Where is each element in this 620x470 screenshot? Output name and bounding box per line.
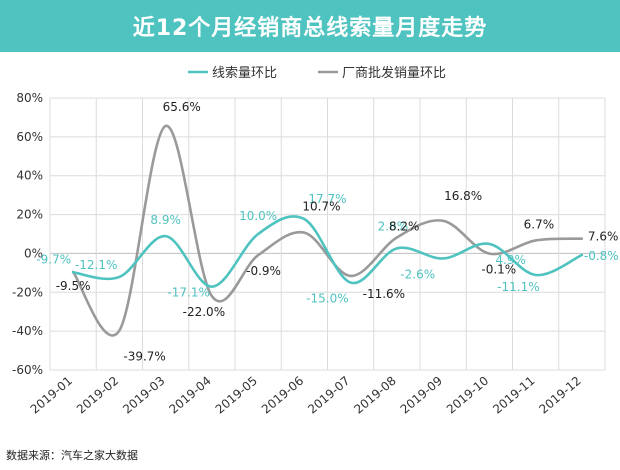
grid xyxy=(49,97,606,371)
x-tick-label: 2019-07 xyxy=(305,374,352,417)
x-tick-label: 2019-09 xyxy=(398,374,445,417)
data-label-wholesale: 16.8% xyxy=(444,189,482,203)
y-tick-label: 80% xyxy=(16,91,43,105)
x-tick-label: 2019-11 xyxy=(490,374,537,417)
line-chart: 线索量环比 厂商批发销量环比 -60% -40% -20% 0% 20% 40% 60% 80… xyxy=(12,65,619,417)
y-tick-label: -60% xyxy=(12,363,43,377)
data-label-leads: 2.6% xyxy=(378,219,409,233)
data-source-note: 数据来源：汽车之家大数据 xyxy=(6,449,138,462)
data-label-wholesale: 7.6% xyxy=(588,230,619,244)
x-tick-label: 2019-08 xyxy=(351,374,398,417)
y-tick-label: 0% xyxy=(24,246,43,260)
x-tick-label: 2019-01 xyxy=(28,374,75,417)
legend: 线索量环比 厂商批发销量环比 xyxy=(188,65,446,81)
data-label-leads: 17.7% xyxy=(308,192,346,206)
y-tick-label: 20% xyxy=(16,208,43,222)
data-label-leads: 10.0% xyxy=(239,209,277,223)
x-tick-label: 2019-10 xyxy=(444,374,491,417)
data-label-leads: 4.9% xyxy=(495,253,526,267)
y-tick-label: 60% xyxy=(16,130,43,144)
data-label-leads: 8.9% xyxy=(150,213,181,227)
legend-label-leads: 线索量环比 xyxy=(212,66,277,81)
data-label-leads: -12.1% xyxy=(75,258,117,272)
data-label-wholesale: 6.7% xyxy=(524,217,555,231)
series-line-wholesale xyxy=(71,124,584,337)
data-label-wholesale: -22.0% xyxy=(183,305,225,319)
data-labels: -9.7% -12.1% 8.9% -17.1% 10.0% 17.7% -15.0% 2.6… xyxy=(36,100,618,364)
x-tick-label: 2019-02 xyxy=(74,374,121,417)
data-label-wholesale: 8.2% xyxy=(389,219,420,233)
data-label-wholesale: -0.1% xyxy=(481,263,516,277)
data-label-leads: -0.8% xyxy=(584,249,619,263)
chart-title: 近12个月经销商总线索量月度走势 xyxy=(132,16,488,41)
legend-label-wholesale: 厂商批发销量环比 xyxy=(342,65,446,81)
x-tick-label: 2019-06 xyxy=(259,374,306,417)
data-label-wholesale: -9.5% xyxy=(56,279,91,293)
x-tick-label: 2019-04 xyxy=(166,374,213,417)
series xyxy=(71,124,584,337)
x-tick-label: 2019-12 xyxy=(536,374,583,417)
data-label-wholesale: -11.6% xyxy=(363,287,405,301)
x-tick-label: 2019-05 xyxy=(213,374,260,417)
data-label-wholesale: -0.9% xyxy=(246,264,281,278)
x-tick-label: 2019-03 xyxy=(120,374,167,417)
data-label-wholesale: -39.7% xyxy=(123,350,165,364)
chart-title-bar: 近12个月经销商总线索量月度走势 xyxy=(0,0,620,52)
y-tick-label: -20% xyxy=(12,285,43,299)
data-label-leads: -9.7% xyxy=(36,252,71,266)
data-label-leads: -11.1% xyxy=(497,280,539,294)
y-tick-label: 40% xyxy=(16,169,43,183)
data-label-leads: -17.1% xyxy=(167,286,209,300)
data-label-leads: -15.0% xyxy=(306,292,348,306)
data-label-leads: -2.6% xyxy=(400,267,435,281)
data-label-wholesale: 10.7% xyxy=(302,200,340,214)
data-label-wholesale: 65.6% xyxy=(163,100,201,114)
y-tick-label: -40% xyxy=(12,324,43,338)
series-line-leads xyxy=(71,215,584,288)
